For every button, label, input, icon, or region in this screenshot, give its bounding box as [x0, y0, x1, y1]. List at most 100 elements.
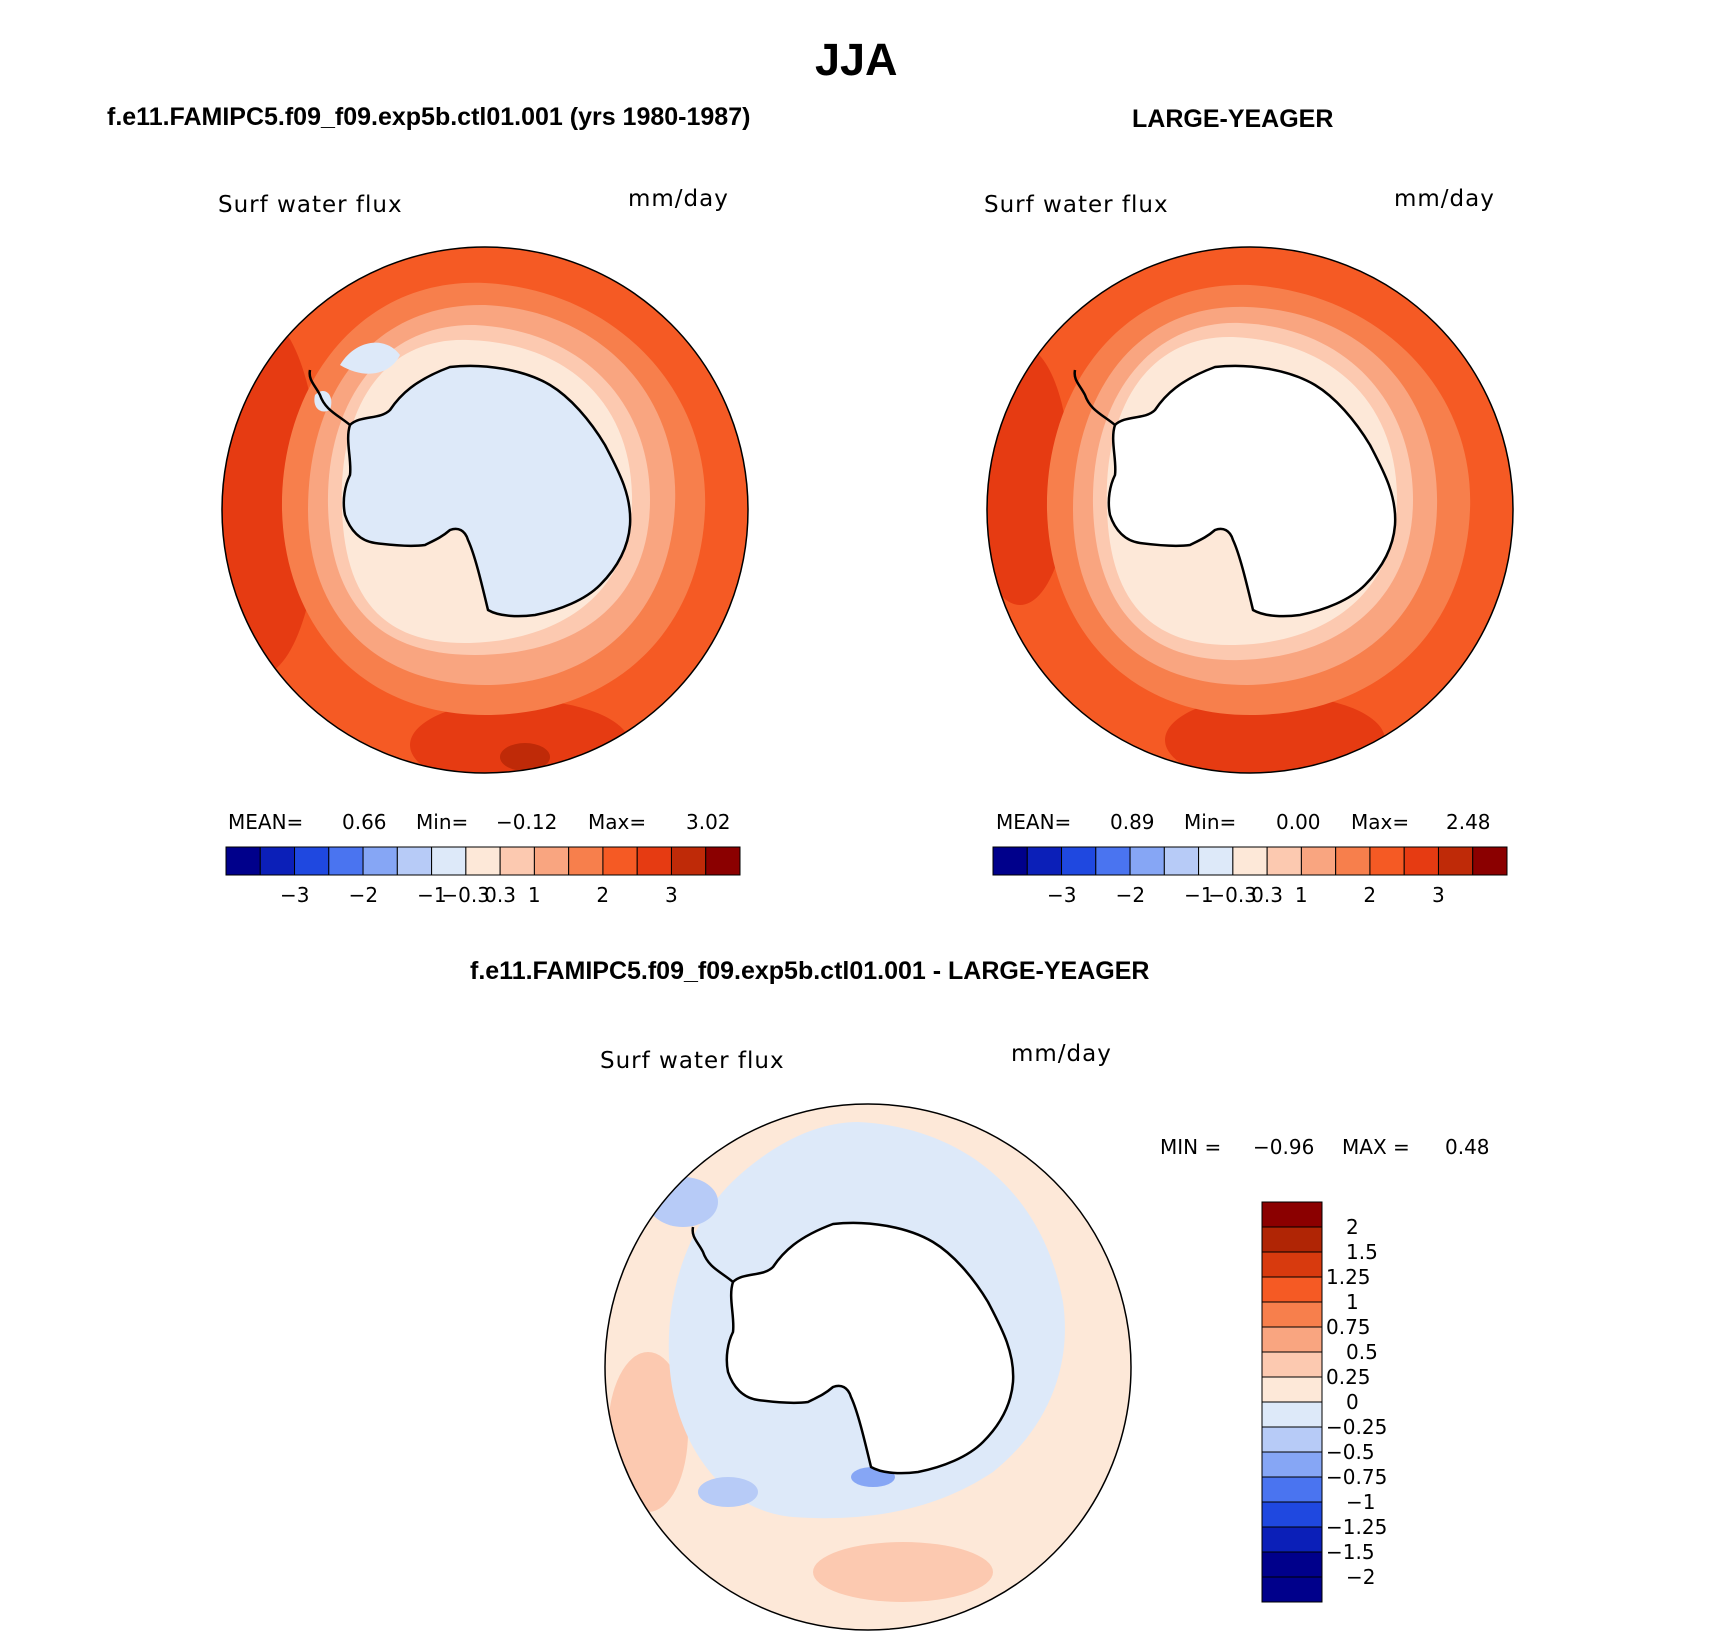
- panel1-colorbar-swatch: [362, 846, 398, 876]
- diff-map: [604, 1103, 1132, 1631]
- panel1-max-value: 3.02: [686, 810, 731, 834]
- main-title: JJA: [815, 34, 898, 85]
- panel2-colorbar-tick-label: −0.3: [1208, 883, 1257, 907]
- panel1-case-title: f.e11.FAMIPC5.f09_f09.exp5b.ctl01.001 (y…: [107, 103, 751, 131]
- panel2-colorbar-swatch: [1403, 846, 1439, 876]
- panel1-map: [221, 246, 749, 774]
- panel2-colorbar-swatch: [1061, 846, 1097, 876]
- diff-colorbar-label: 2: [1346, 1215, 1359, 1239]
- panel1-colorbar-swatch: [465, 846, 501, 876]
- panel1-blue-patch-nw: [340, 342, 400, 374]
- panel1-colorbar-swatch: [636, 846, 672, 876]
- diff-colorbar: [1261, 1201, 1323, 1603]
- diff-colorbar-swatch: [1261, 1451, 1323, 1478]
- panel2-colorbar-swatch: [1437, 846, 1474, 876]
- panel2-colorbar-swatch: [1198, 846, 1234, 876]
- diff-colorbar-swatch: [1261, 1301, 1323, 1328]
- panel1-map-border: [221, 246, 749, 774]
- diff-variable-label: Surf water flux: [600, 1048, 785, 1074]
- panel2-colorbar-tick-label: 0.3: [1251, 883, 1283, 907]
- diff-colorbar-label: 0.5: [1346, 1340, 1378, 1364]
- panel1-min-value: −0.12: [496, 810, 558, 834]
- panel1-colorbar-tick-label: 3: [664, 883, 678, 907]
- diff-colorbar-label: 0: [1346, 1390, 1359, 1414]
- diff-colorbar-label: −2: [1346, 1565, 1376, 1589]
- panel1-antarctica-fill: [343, 365, 631, 617]
- diff-colorbar-label: 0.25: [1326, 1365, 1371, 1389]
- panel1-colorbar-tick-label: 0.3: [484, 883, 516, 907]
- panel1-mean-value: 0.66: [342, 810, 387, 834]
- panel1-max-label: Max=: [588, 810, 647, 834]
- panel2-colorbar-tick-label: −3: [1047, 883, 1077, 907]
- diff-min-value: −0.96: [1253, 1135, 1315, 1159]
- panel1-colorbar-swatch: [396, 846, 433, 876]
- diff-blue-patch-2: [698, 1477, 758, 1507]
- diff-colorbar-swatch: [1261, 1326, 1323, 1353]
- panel2-colorbar-swatch: [1369, 846, 1405, 876]
- panel2-colorbar-tick-label: −1: [1184, 883, 1214, 907]
- panel1-colorbar-tick-label: −2: [348, 883, 379, 907]
- panel1-colorbar-tick-label: 2: [596, 883, 610, 907]
- panel1-colorbar-swatch: [294, 846, 330, 876]
- panel1-colorbar-swatch: [533, 846, 570, 876]
- panel1-colorbar-swatch: [670, 846, 707, 876]
- panel1-variable-label: Surf water flux: [218, 192, 403, 218]
- diff-colorbar-swatch: [1261, 1251, 1323, 1278]
- panel1-colorbar-swatch: [602, 846, 638, 876]
- diff-colorbar-swatch: [1261, 1351, 1323, 1378]
- diff-colorbar-label: 1.5: [1346, 1240, 1378, 1264]
- diff-colorbar-swatch: [1261, 1226, 1323, 1253]
- diff-units-label: mm/day: [1011, 1041, 1112, 1067]
- panel1-colorbar-swatch: [431, 846, 467, 876]
- panel1-colorbar-tick-label: −3: [280, 883, 310, 907]
- panel2-colorbar-swatch: [1266, 846, 1302, 876]
- panel1-colorbar-swatch: [225, 846, 261, 876]
- panel2-colorbar-swatch: [1163, 846, 1200, 876]
- panel1-peninsula: [308, 369, 351, 426]
- panel2-colorbar-swatch: [1300, 846, 1337, 876]
- panel1-colorbar-swatch: [259, 846, 296, 876]
- panel1-colorbar: [225, 846, 741, 876]
- panel2-colorbar-swatch: [1232, 846, 1268, 876]
- diff-colorbar-label: 1.25: [1326, 1265, 1371, 1289]
- diff-colorbar-label: −1.25: [1326, 1515, 1388, 1539]
- panel2-map-border: [986, 246, 1514, 774]
- diff-colorbar-swatch: [1261, 1476, 1323, 1503]
- panel1-band-darkest: [500, 743, 550, 771]
- diff-max-label: MAX =: [1342, 1135, 1410, 1159]
- diff-colorbar-labels: 2 1.5 1.25 1 0.75 0.5 0.25 0 −0.25 −0.5 −0.75 −1 −1.…: [1326, 1202, 1446, 1602]
- diff-colorbar-swatch: [1261, 1401, 1323, 1428]
- panel2-antarctica-fill: [1108, 365, 1396, 617]
- panel2-colorbar-tick-label: 2: [1363, 883, 1377, 907]
- panel2-mean-label: MEAN=: [996, 810, 1072, 834]
- diff-colorbar-swatch: [1261, 1276, 1323, 1303]
- panel1-colorbar-tick-label: −1: [417, 883, 447, 907]
- diff-colorbar-label: −0.5: [1326, 1440, 1375, 1464]
- diff-colorbar-swatch: [1261, 1551, 1323, 1578]
- panel2-peninsula: [1073, 369, 1116, 426]
- panel2-min-label: Min=: [1184, 810, 1237, 834]
- panel2-colorbar-tick-label: 1: [1294, 883, 1308, 907]
- panel1-mean-label: MEAN=: [228, 810, 304, 834]
- panel1-colorbar-swatch: [499, 846, 535, 876]
- diff-colorbar-label: −0.75: [1326, 1465, 1388, 1489]
- panel2-mean-value: 0.89: [1110, 810, 1155, 834]
- diff-colorbar-swatch: [1261, 1576, 1323, 1603]
- diff-blue-patch-1: [648, 1177, 718, 1227]
- panel1-colorbar-ticks: −3 −2 −1 −0.3 0.3 1 2 3: [226, 883, 740, 909]
- panel2-colorbar-tick-label: 3: [1431, 883, 1445, 907]
- panel1-colorbar-tick-label: −0.3: [441, 883, 490, 907]
- diff-peninsula: [691, 1226, 734, 1283]
- panel2-colorbar-swatch: [1026, 846, 1063, 876]
- panel2-max-label: Max=: [1351, 810, 1410, 834]
- panel2-max-value: 2.48: [1446, 810, 1491, 834]
- panel1-units-label: mm/day: [628, 186, 729, 212]
- panel2-colorbar-swatch: [1129, 846, 1165, 876]
- diff-salmon-bottom: [813, 1542, 993, 1602]
- panel2-colorbar-swatch: [992, 846, 1028, 876]
- panel2-variable-label: Surf water flux: [984, 192, 1169, 218]
- panel2-colorbar-swatch: [1472, 846, 1508, 876]
- panel2-colorbar-ticks: −3 −2 −1 −0.3 0.3 1 2 3: [993, 883, 1507, 909]
- panel1-colorbar-swatch: [705, 846, 741, 876]
- diff-colorbar-swatch: [1261, 1526, 1323, 1553]
